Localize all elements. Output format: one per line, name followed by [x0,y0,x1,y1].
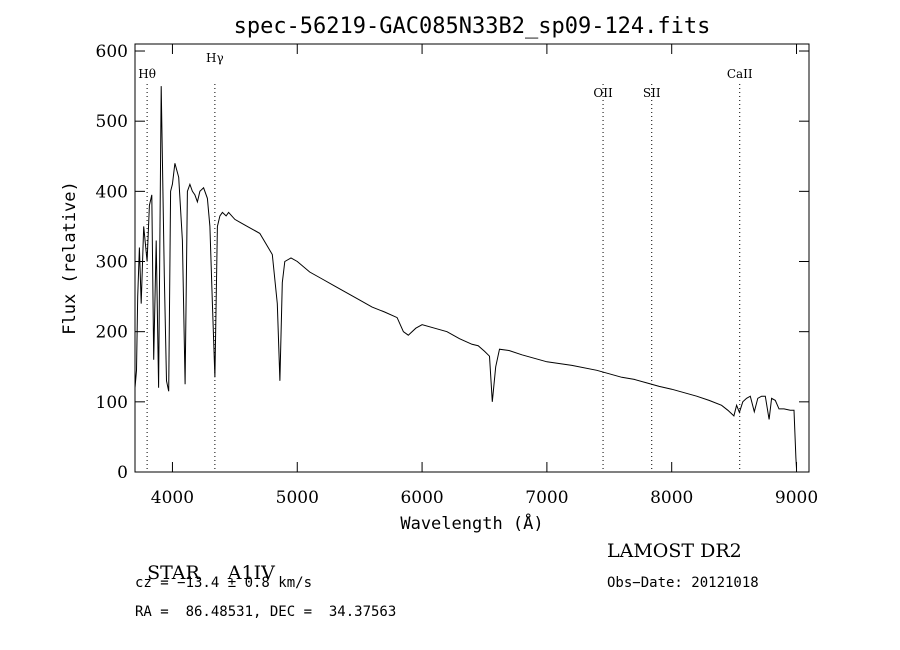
marker-label: Hθ [138,67,156,81]
x-tick-label: 4000 [151,488,194,508]
x-tick-label: 5000 [276,488,319,508]
marker-label: CaII [727,67,753,81]
y-tick-label: 300 [96,253,128,273]
y-tick-label: 500 [96,112,128,132]
x-tick-label: 6000 [400,488,443,508]
axis-ticks: 4000 5000 6000 7000 8000 9000 0 100 200 300 400 500… [96,42,819,508]
y-tick-label: 100 [96,393,128,413]
object-class: STAR A1IV [135,540,275,584]
y-tick-label: 0 [117,463,128,483]
y-tick-label: 400 [96,182,128,202]
spectrum-series-line [134,86,797,469]
x-tick-label: 8000 [650,488,693,508]
y-tick-label: 600 [96,42,128,62]
y-tick-label: 200 [96,323,128,343]
x-axis-label: Wavelength (Å) [400,512,543,534]
chart-title: spec-56219-GAC085N33B2_sp09-124.fits [234,14,711,39]
x-tick-label: 7000 [525,488,568,508]
plot-frame [134,43,810,473]
obs-date-text: Obs−Date: 20121018 [607,575,759,591]
class-label: STAR [147,562,200,584]
y-axis-label: Flux (relative) [60,181,80,335]
subclass-label: A1IV [227,562,275,584]
survey-label: LAMOST DR2 [607,540,742,562]
redshift-text: cz = −13.4 ± 0.8 km/s [135,575,313,591]
marker-label: OII [593,86,613,100]
x-tick-label: 9000 [775,488,818,508]
coordinates-text: RA = 86.48531, DEC = 34.37563 [135,604,397,620]
marker-label: Hγ [206,51,224,65]
marker-label: SII [643,86,661,100]
line-markers: Hθ Hγ OII SII CaII [138,51,753,472]
